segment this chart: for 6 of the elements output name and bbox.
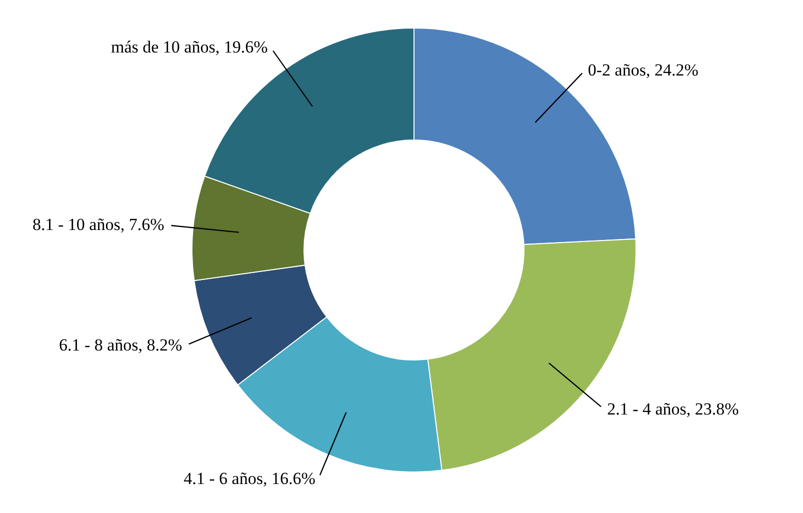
- slice-label: más de 10 años, 19.6%: [110, 38, 268, 57]
- slice-label: 0-2 años, 24.2%: [588, 60, 698, 80]
- slice-label: 6.1 - 8 años, 8.2%: [58, 336, 182, 355]
- slice-label: 4.1 - 6 años, 16.6%: [184, 468, 316, 488]
- slice-label: 2.1 - 4 años, 23.8%: [607, 399, 739, 418]
- slice-label: 8.1 - 10 años, 7.6%: [32, 215, 164, 234]
